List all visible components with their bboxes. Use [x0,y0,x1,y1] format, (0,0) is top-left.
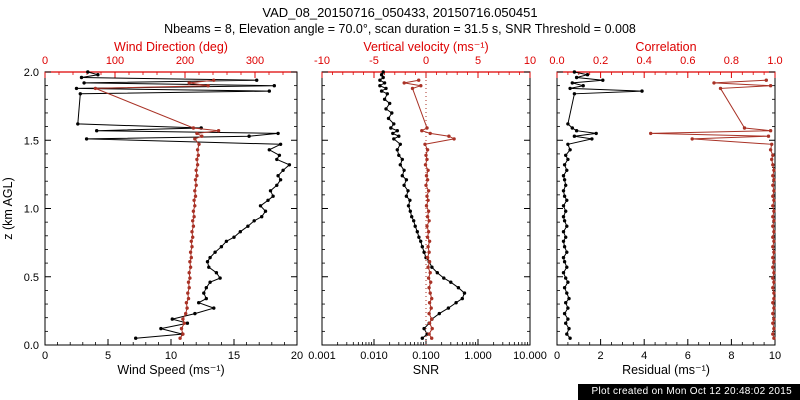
residual-line [562,71,643,339]
correlation-line [650,79,775,339]
svg-text:5: 5 [105,350,111,362]
svg-text:-5: -5 [369,55,379,67]
svg-text:200: 200 [176,55,194,67]
svg-text:0.100: 0.100 [412,350,440,362]
svg-text:0.8: 0.8 [724,55,739,67]
svg-text:0: 0 [42,55,48,67]
svg-text:0.010: 0.010 [360,350,388,362]
svg-text:5: 5 [475,55,481,67]
svg-text:Wind Speed (ms⁻¹): Wind Speed (ms⁻¹) [117,363,224,377]
correlation-series [649,78,776,340]
svg-text:20: 20 [291,350,303,362]
vertical-velocity-line [404,79,456,339]
svg-text:300: 300 [246,55,264,67]
snr-series [378,70,467,340]
svg-text:z (km AGL): z (km AGL) [1,177,15,240]
svg-text:0: 0 [423,55,429,67]
svg-text:-10: -10 [314,55,330,67]
svg-text:4: 4 [641,350,647,362]
svg-text:Residual (ms⁻¹): Residual (ms⁻¹) [622,363,710,377]
svg-text:0.5: 0.5 [24,272,39,284]
svg-text:0: 0 [554,350,560,362]
svg-text:2.0: 2.0 [24,67,39,79]
svg-text:1.000: 1.000 [464,350,492,362]
svg-text:10.000: 10.000 [513,350,547,362]
svg-text:0.0: 0.0 [24,340,39,352]
svg-text:1.0: 1.0 [767,55,782,67]
svg-text:1.5: 1.5 [24,135,39,147]
svg-text:0.6: 0.6 [680,55,695,67]
svg-text:10: 10 [165,350,177,362]
svg-text:0.0: 0.0 [549,55,564,67]
svg-text:100: 100 [106,55,124,67]
residual-series [561,70,644,340]
svg-text:SNR: SNR [413,363,439,377]
svg-text:0.2: 0.2 [593,55,608,67]
chart-panel-residual: 0 2 4 6 8 10 Residual (ms⁻¹) 0.0 0.2 0.4 0.6 0.8 1.0… [549,40,782,377]
svg-text:10: 10 [524,55,536,67]
wind-direction-series [93,78,221,340]
chart-panel-snr: 0.001 0.010 0.100 1.000 10.000 SNR -10 -5 0 5 10 Ve… [308,40,547,377]
creation-timestamp: Plot created on Mon Oct 12 20:48:02 2015 [577,384,800,400]
wind-speed-line [76,71,291,339]
svg-text:Correlation: Correlation [635,40,696,54]
plot-subtitle: Nbeams = 8, Elevation angle = 70.0°, sca… [164,22,636,36]
wind-direction-line [95,79,219,339]
plot-title: VAD_08_20150716_050433, 20150716.050451 [262,5,538,20]
svg-text:0: 0 [42,350,48,362]
svg-text:15: 15 [228,350,240,362]
svg-text:1.0: 1.0 [24,204,39,216]
svg-text:0.001: 0.001 [308,350,336,362]
svg-text:Wind Direction (deg): Wind Direction (deg) [114,40,228,54]
svg-text:0.4: 0.4 [637,55,652,67]
svg-text:6: 6 [685,350,691,362]
svg-text:2: 2 [598,350,604,362]
wind-speed-series [74,70,292,340]
svg-text:10: 10 [769,350,781,362]
vertical-velocity-series [402,78,456,340]
svg-text:Vertical velocity (ms⁻¹): Vertical velocity (ms⁻¹) [363,40,488,54]
svg-text:8: 8 [728,350,734,362]
